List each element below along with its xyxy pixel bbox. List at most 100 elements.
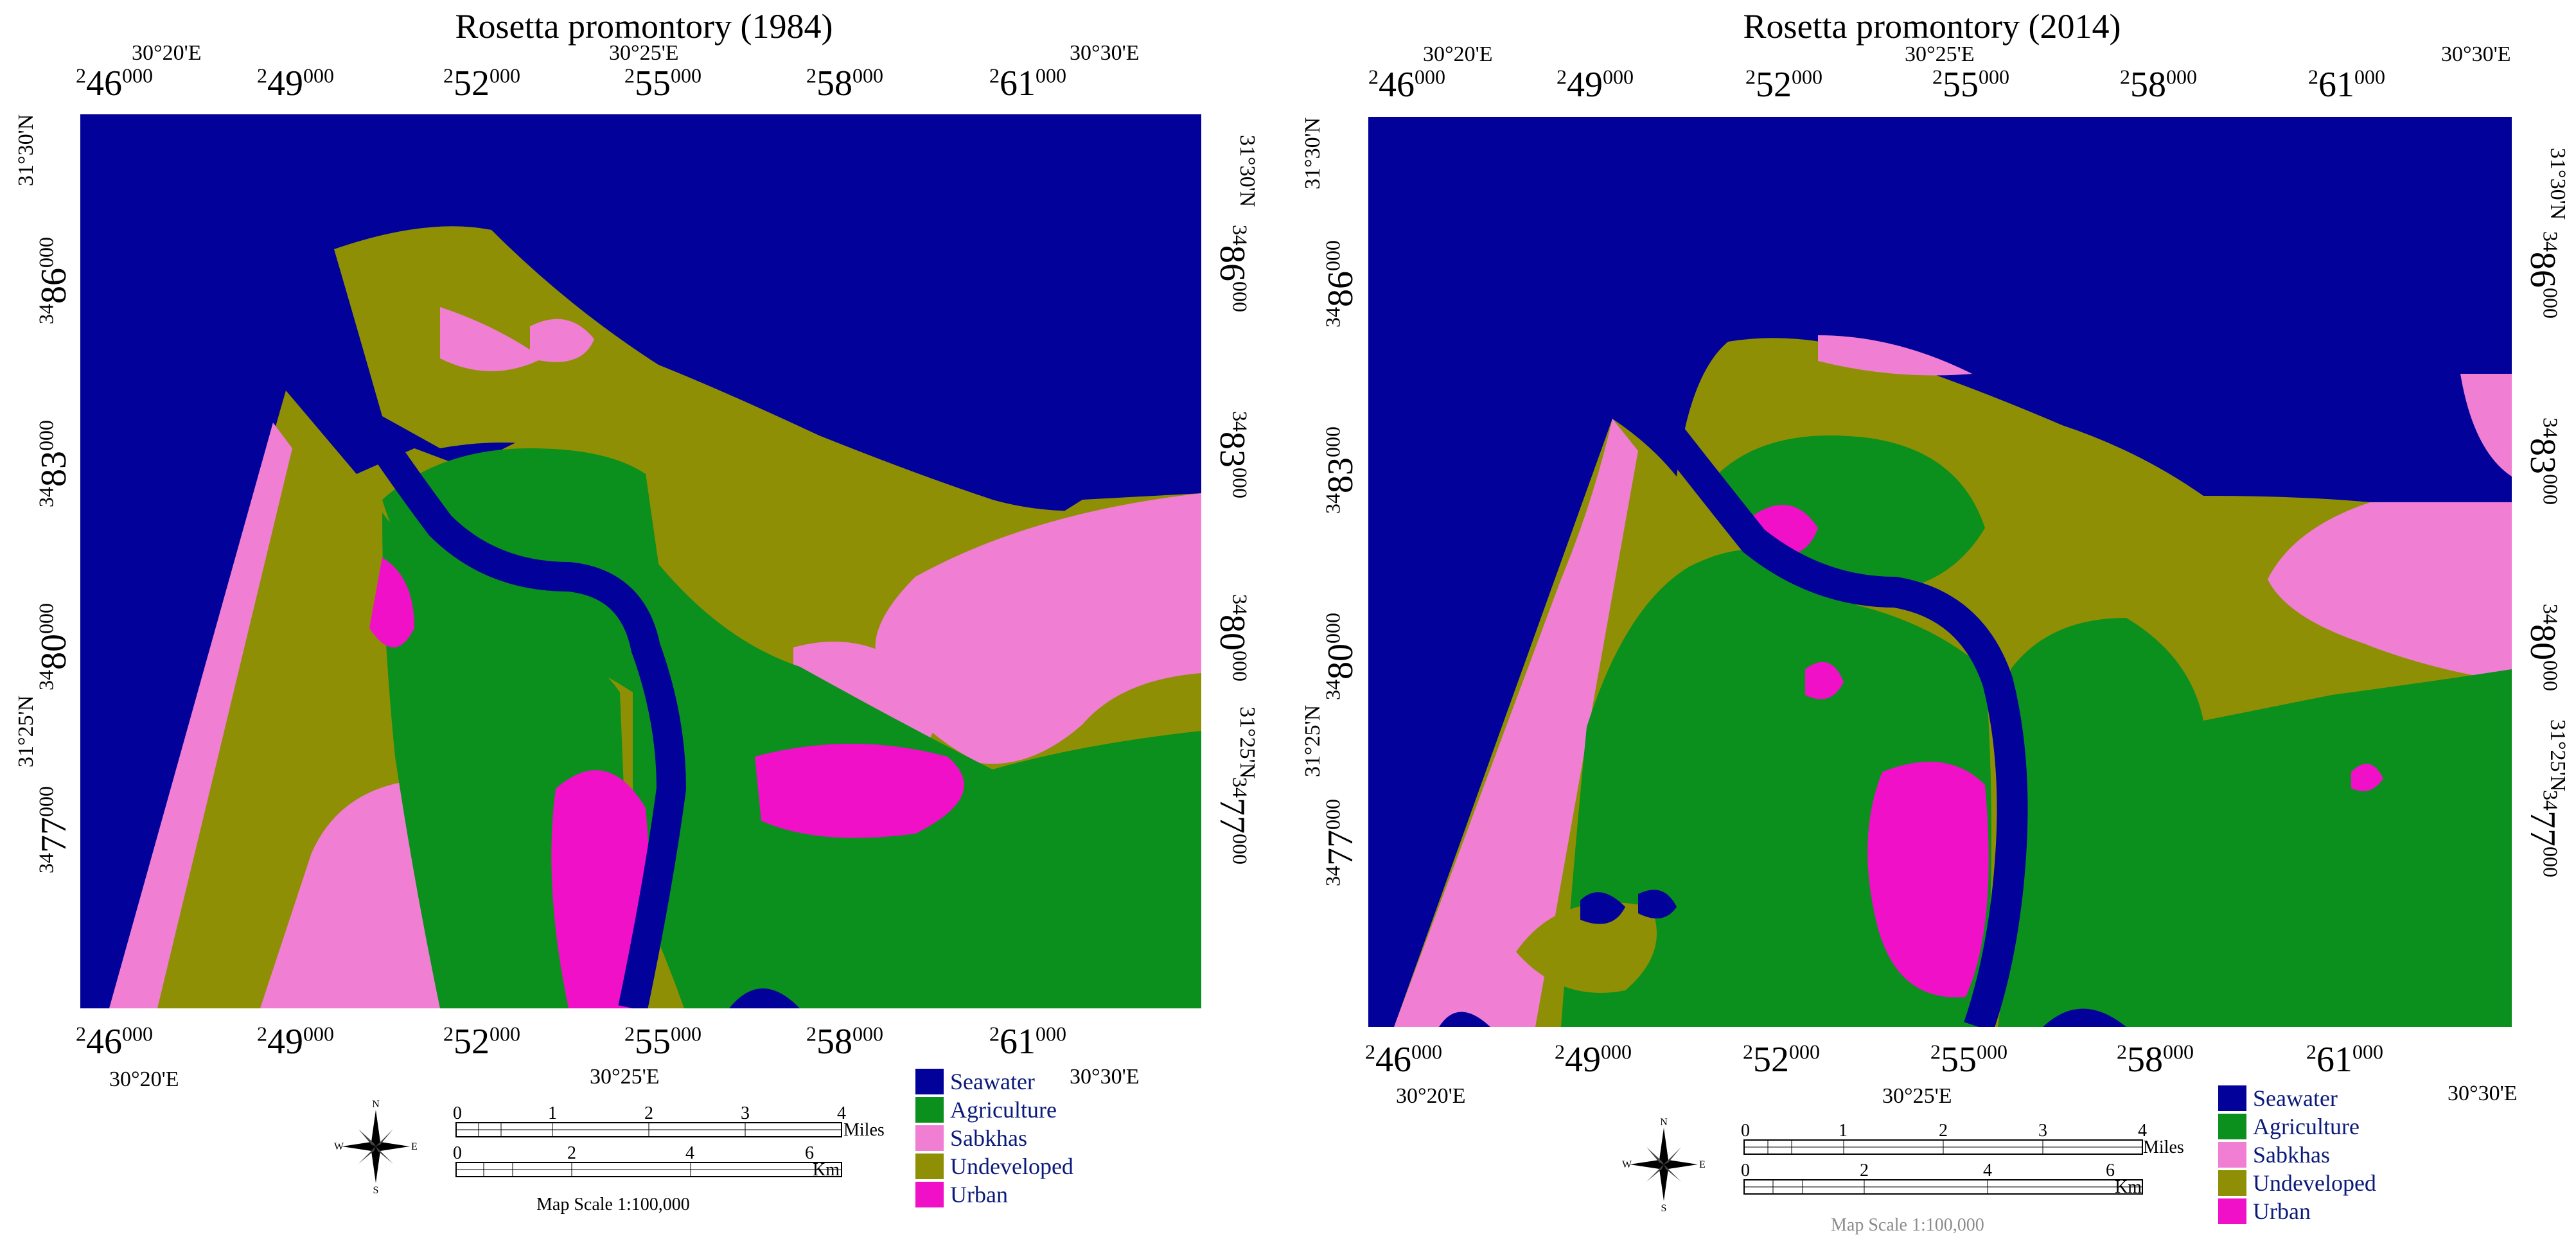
legend-item-agriculture: Agriculture bbox=[2218, 1112, 2376, 1141]
northing-label: 3477000 bbox=[1212, 777, 1252, 864]
lat-label: 31°30'N bbox=[1301, 117, 1325, 189]
coast-bay bbox=[1439, 1012, 1490, 1027]
easting-label: 249000 bbox=[1557, 65, 1634, 105]
scale-tick: 0 bbox=[453, 1103, 462, 1123]
compass-w: W bbox=[334, 1141, 344, 1152]
scale-tick: 4 bbox=[685, 1143, 694, 1163]
sabkhas-area bbox=[2460, 374, 2512, 477]
northing-label: 3486000 bbox=[2523, 231, 2563, 319]
legend: Seawater Agriculture Sabkhas Undeveloped… bbox=[2218, 1084, 2376, 1225]
legend-item-seawater: Seawater bbox=[915, 1067, 1073, 1096]
urban-area bbox=[551, 770, 650, 1008]
northing-label: 3486000 bbox=[1321, 240, 1361, 328]
scale-bar: 0 1 2 3 4 Miles 0 2 4 6 Km bbox=[453, 1103, 885, 1187]
north-arrow-icon: N S W E bbox=[334, 1098, 418, 1196]
northing-label: 3477000 bbox=[2523, 790, 2563, 877]
north-arrow-icon: N S W E bbox=[1622, 1116, 1706, 1214]
easting-label: 249000 bbox=[257, 1022, 334, 1062]
lon-label: 30°20'E bbox=[109, 1067, 179, 1091]
compass-s: S bbox=[1661, 1203, 1667, 1213]
seawater-patch bbox=[1580, 892, 1625, 924]
easting-label: 252000 bbox=[1743, 1040, 1820, 1080]
urban-area bbox=[1805, 662, 1844, 699]
easting-label: 258000 bbox=[2117, 1040, 2194, 1080]
scale-tick: 4 bbox=[2138, 1121, 2147, 1141]
legend-item-urban: Urban bbox=[2218, 1197, 2376, 1225]
lon-label: 30°20'E bbox=[1396, 1084, 1466, 1108]
lon-label: 30°30'E bbox=[1070, 41, 1140, 65]
lon-label: 30°30'E bbox=[2448, 1082, 2518, 1105]
scale-tick: 0 bbox=[1741, 1121, 1750, 1141]
coast-bay bbox=[729, 988, 800, 1008]
river bbox=[350, 408, 687, 1008]
legend: Seawater Agriculture Sabkhas Undeveloped… bbox=[915, 1067, 1073, 1209]
scale-tick: 2 bbox=[1860, 1161, 1869, 1180]
easting-label: 258000 bbox=[806, 64, 883, 103]
land-cover-map bbox=[80, 114, 1201, 1008]
northing-label: 3483000 bbox=[1212, 411, 1252, 498]
easting-label: 258000 bbox=[806, 1022, 883, 1062]
scale-tick: 6 bbox=[2106, 1161, 2115, 1180]
legend-item-undeveloped: Undeveloped bbox=[2218, 1169, 2376, 1197]
sabkhas-area bbox=[875, 493, 1201, 764]
lat-label: 31°30'N bbox=[14, 114, 38, 186]
map-title: Rosetta promontory (2014) bbox=[1743, 7, 2121, 46]
scale-unit-miles: Miles bbox=[843, 1120, 885, 1140]
sabkhas-area bbox=[109, 423, 292, 1008]
urban-area bbox=[369, 557, 414, 647]
legend-item-urban: Urban bbox=[915, 1180, 1073, 1209]
lon-label: 30°25'E bbox=[609, 41, 679, 65]
northing-label: 3486000 bbox=[1212, 225, 1252, 312]
scale-tick: 4 bbox=[837, 1103, 846, 1123]
compass-w: W bbox=[1622, 1159, 1632, 1170]
easting-label: 252000 bbox=[1745, 65, 1822, 105]
scale-tick: 0 bbox=[1741, 1161, 1750, 1180]
easting-label: 255000 bbox=[624, 1022, 701, 1062]
scale-unit-miles: Miles bbox=[2143, 1137, 2184, 1157]
scale-tick: 3 bbox=[741, 1103, 750, 1123]
compass-e: E bbox=[1699, 1159, 1706, 1170]
easting-label: 255000 bbox=[1930, 1040, 2007, 1080]
scale-tick: 2 bbox=[567, 1143, 576, 1163]
easting-label: 261000 bbox=[2308, 65, 2385, 105]
seawater-patch bbox=[1638, 890, 1677, 918]
scale-tick: 0 bbox=[453, 1143, 462, 1163]
compass-n: N bbox=[1660, 1117, 1668, 1128]
easting-label: 255000 bbox=[1932, 65, 2009, 105]
sabkhas-area bbox=[1394, 419, 1638, 1027]
northing-label: 3480000 bbox=[1212, 594, 1252, 681]
scale-tick: 1 bbox=[548, 1103, 557, 1123]
easting-label: 249000 bbox=[1555, 1040, 1632, 1080]
legend-item-sabkhas: Sabkhas bbox=[2218, 1141, 2376, 1169]
river bbox=[1645, 409, 2028, 1027]
map-scale-text: Map Scale 1:100,000 bbox=[1831, 1215, 1984, 1235]
easting-label: 252000 bbox=[443, 64, 520, 103]
legend-item-seawater: Seawater bbox=[2218, 1084, 2376, 1112]
easting-label: 252000 bbox=[443, 1022, 520, 1062]
easting-label: 258000 bbox=[2120, 65, 2197, 105]
urban-area bbox=[755, 744, 964, 838]
northing-label: 3483000 bbox=[34, 420, 74, 507]
northing-label: 3483000 bbox=[1321, 426, 1361, 514]
compass-e: E bbox=[411, 1141, 418, 1152]
northing-label: 3477000 bbox=[34, 786, 74, 873]
easting-label: 246000 bbox=[1365, 1040, 1442, 1080]
sabkhas-area bbox=[440, 307, 543, 371]
scale-tick: 3 bbox=[2038, 1121, 2047, 1141]
legend-item-agriculture: Agriculture bbox=[915, 1096, 1073, 1124]
scale-bar: 0 1 2 3 4 Miles 0 2 4 6 Km bbox=[1741, 1121, 2184, 1204]
easting-label: 246000 bbox=[76, 64, 153, 103]
easting-label: 261000 bbox=[989, 64, 1066, 103]
lon-label: 30°30'E bbox=[1070, 1065, 1140, 1089]
map-scale-text: Map Scale 1:100,000 bbox=[536, 1195, 690, 1215]
lat-label: 31°25'N bbox=[1301, 705, 1325, 777]
lon-label: 30°25'E bbox=[1882, 1084, 1952, 1108]
sabkhas-area bbox=[530, 319, 594, 362]
compass-s: S bbox=[373, 1185, 379, 1195]
scale-tick: 2 bbox=[644, 1103, 653, 1123]
easting-label: 255000 bbox=[624, 64, 701, 103]
urban-area bbox=[1867, 762, 1989, 997]
northing-label: 3486000 bbox=[34, 237, 74, 324]
lat-label: 31°25'N bbox=[1235, 706, 1259, 779]
easting-label: 246000 bbox=[1368, 65, 1445, 105]
